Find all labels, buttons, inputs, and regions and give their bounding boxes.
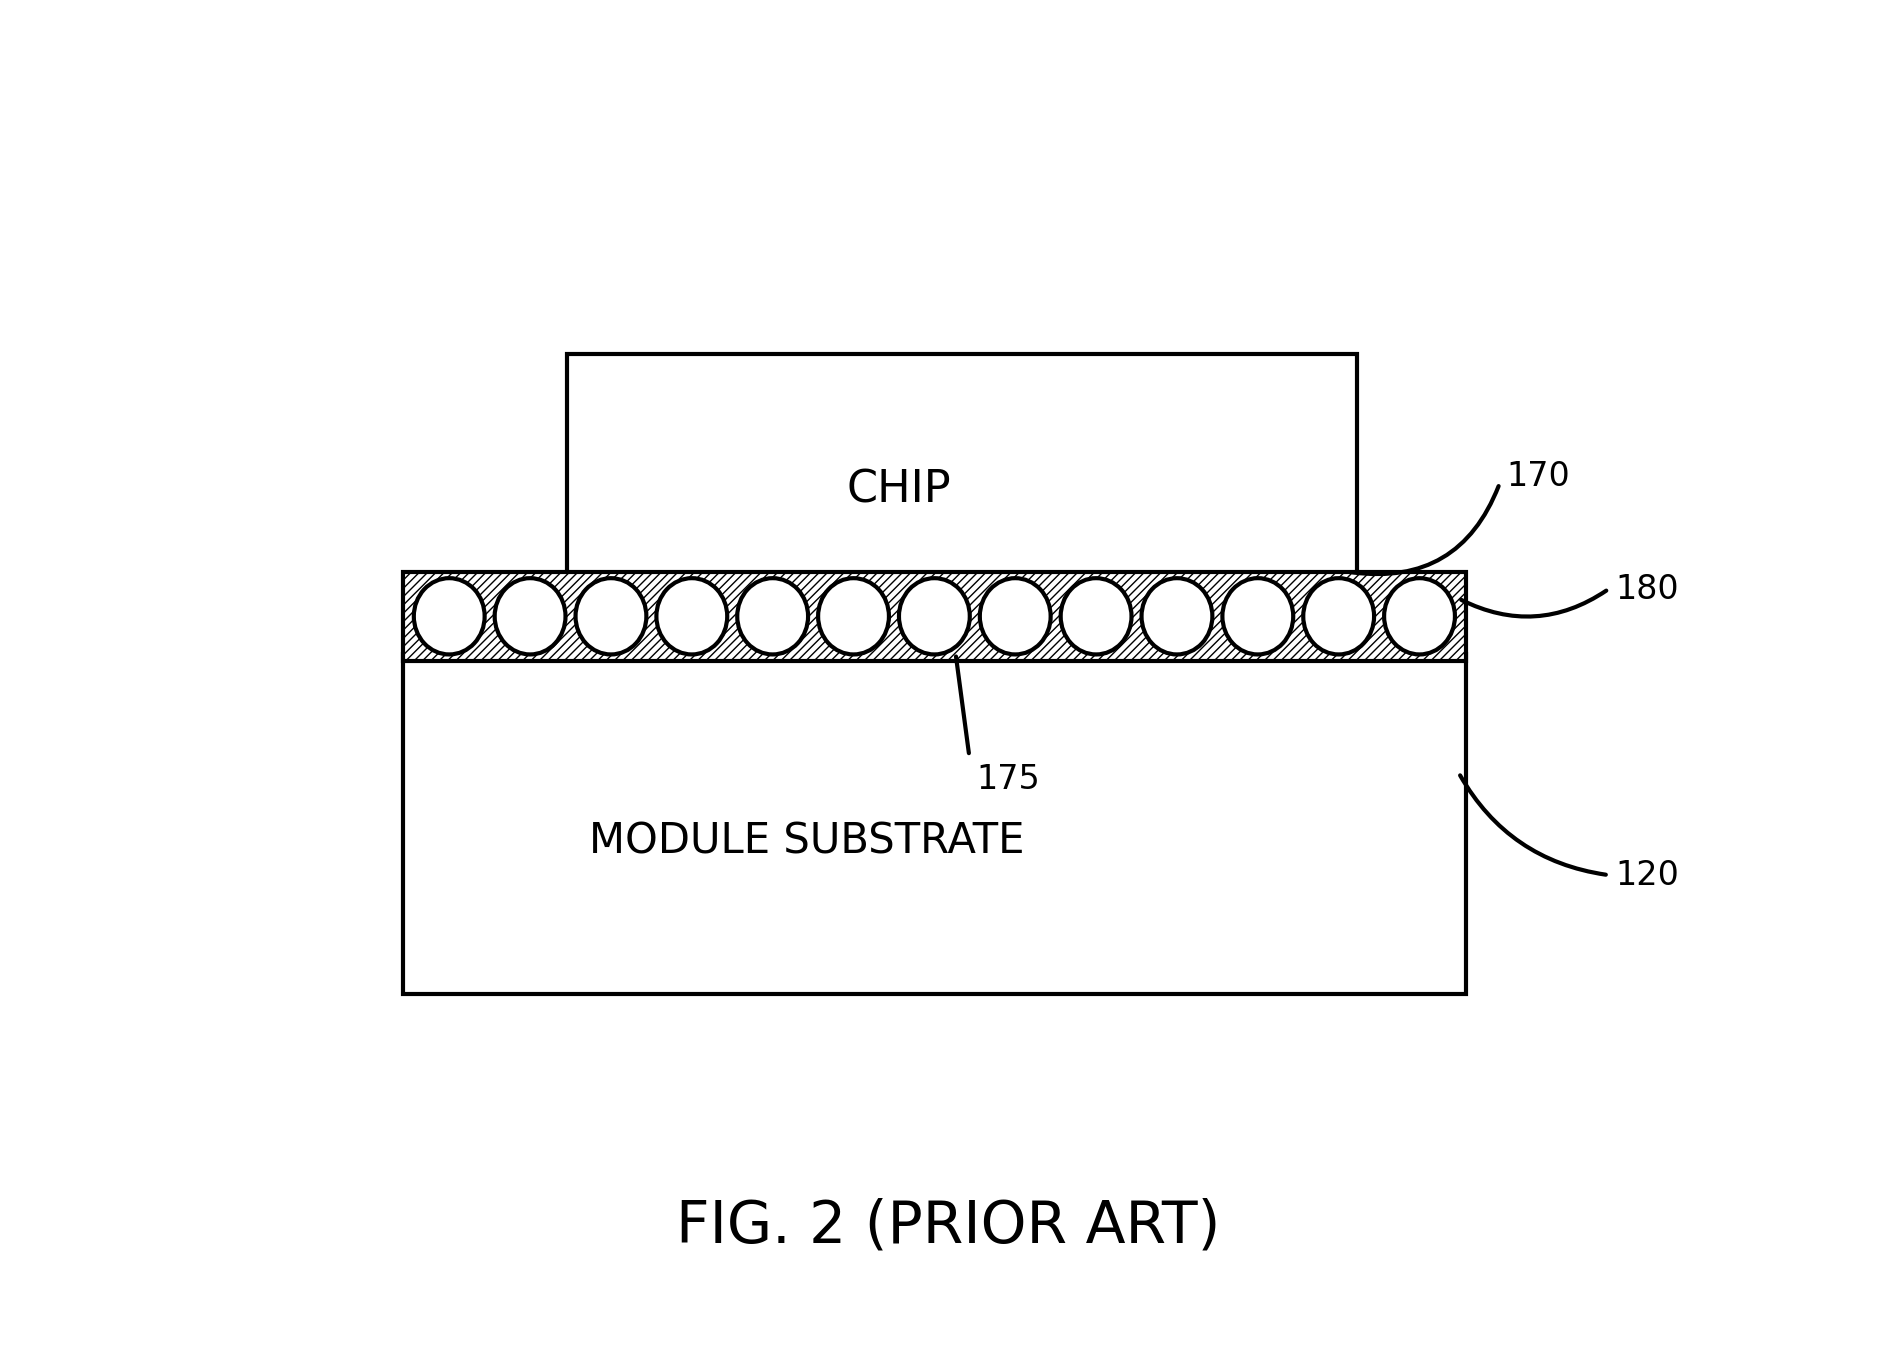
Text: 120: 120 — [1615, 858, 1680, 892]
Text: CHIP: CHIP — [846, 469, 950, 512]
Ellipse shape — [495, 579, 565, 655]
Ellipse shape — [1141, 579, 1212, 655]
Ellipse shape — [656, 579, 728, 655]
Bar — [404, 654, 1466, 994]
Text: 170: 170 — [1507, 460, 1570, 493]
Ellipse shape — [738, 579, 808, 655]
Ellipse shape — [1303, 579, 1375, 655]
Ellipse shape — [576, 579, 647, 655]
Ellipse shape — [1060, 579, 1132, 655]
Bar — [567, 354, 1358, 627]
Ellipse shape — [817, 579, 889, 655]
Ellipse shape — [413, 579, 485, 655]
Text: 175: 175 — [976, 763, 1039, 795]
Ellipse shape — [899, 579, 969, 655]
Bar — [404, 572, 1466, 661]
Ellipse shape — [1384, 579, 1454, 655]
Text: FIG. 2 (PRIOR ART): FIG. 2 (PRIOR ART) — [675, 1197, 1221, 1254]
Ellipse shape — [1223, 579, 1293, 655]
Text: MODULE SUBSTRATE: MODULE SUBSTRATE — [590, 820, 1024, 862]
Ellipse shape — [980, 579, 1050, 655]
Text: 180: 180 — [1615, 572, 1680, 606]
